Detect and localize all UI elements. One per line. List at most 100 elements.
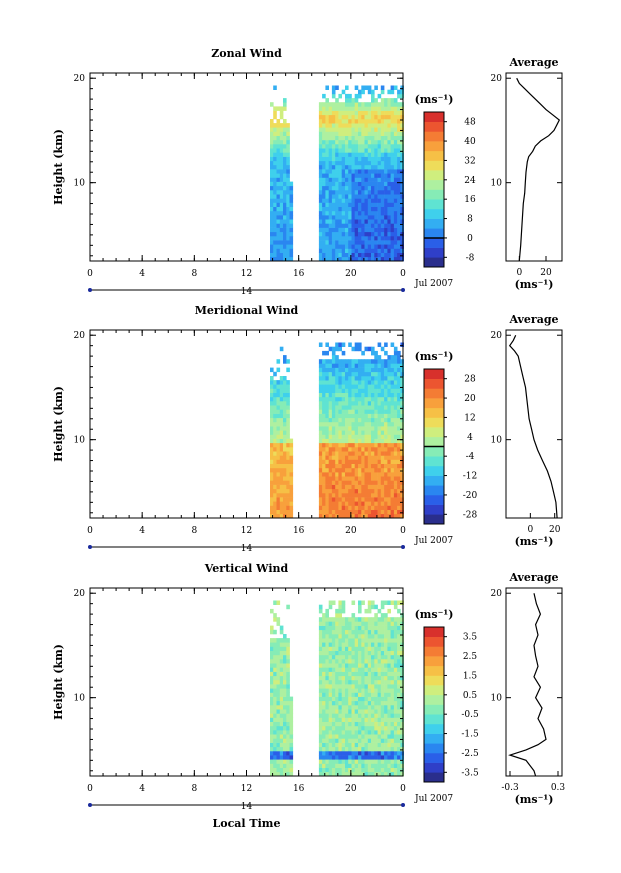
heatmap-cell xyxy=(318,426,323,431)
heatmap-cell xyxy=(318,135,323,141)
colorbar-band xyxy=(424,675,444,686)
heatmap-cell xyxy=(338,169,342,174)
heatmap-cell xyxy=(335,405,339,410)
heatmap-cell xyxy=(393,152,398,157)
heatmap-cell xyxy=(377,492,382,498)
heatmap-cell xyxy=(331,135,336,141)
heatmap-cell xyxy=(276,484,281,490)
heatmap-cell xyxy=(364,646,369,651)
heatmap-cell xyxy=(397,709,401,714)
heatmap-cell xyxy=(322,497,326,502)
heatmap-cell xyxy=(354,231,359,237)
heatmap-cell xyxy=(283,497,287,502)
heatmap-cell xyxy=(279,396,284,402)
heatmap-cell xyxy=(377,434,382,439)
heatmap-cell xyxy=(387,467,391,473)
heatmap-cell xyxy=(361,692,365,697)
heatmap-cell xyxy=(338,476,342,481)
heatmap-cell xyxy=(371,467,375,473)
heatmap-cell xyxy=(283,202,287,207)
heatmap-cell xyxy=(371,363,375,368)
heatmap-cell xyxy=(358,401,362,406)
heatmap-cell xyxy=(338,734,342,739)
heatmap-cell xyxy=(322,421,326,427)
heatmap-cell xyxy=(380,102,385,107)
heatmap-cell xyxy=(384,771,388,777)
heatmap-cell xyxy=(322,746,326,752)
heatmap-cell xyxy=(279,459,284,464)
heatmap-cell xyxy=(286,480,290,485)
heatmap-cell xyxy=(345,755,349,760)
heatmap-cell xyxy=(374,376,378,381)
heatmap-cell xyxy=(331,709,336,714)
heatmap-cell xyxy=(367,467,372,473)
heatmap-cell xyxy=(331,350,336,356)
heatmap-cell xyxy=(338,484,342,490)
heatmap-cell xyxy=(393,160,398,166)
heatmap-cell xyxy=(338,455,342,460)
heatmap-cell xyxy=(328,409,333,414)
heatmap-cell xyxy=(270,659,274,664)
heatmap-cell xyxy=(358,240,362,245)
colorbar-band xyxy=(424,150,444,161)
heatmap-cell xyxy=(367,721,372,727)
heatmap-cell xyxy=(286,396,290,402)
heatmap-cell xyxy=(273,642,277,647)
heatmap-cell xyxy=(276,144,281,149)
heatmap-cell xyxy=(341,173,346,178)
heatmap-cell xyxy=(351,123,356,128)
heatmap-cell xyxy=(328,604,333,610)
heatmap-cell xyxy=(286,767,290,773)
heatmap-cell xyxy=(318,384,323,389)
heatmap-cell xyxy=(279,709,284,714)
heatmap-cell xyxy=(371,684,375,689)
heatmap-cell xyxy=(318,231,323,237)
heatmap-cell xyxy=(348,363,352,368)
heatmap-cell xyxy=(393,392,398,398)
heatmap-cell xyxy=(367,252,372,258)
heatmap-cell xyxy=(270,692,274,697)
heatmap-cell xyxy=(384,700,388,706)
heatmap-cell xyxy=(364,405,369,410)
heatmap-cell xyxy=(390,85,395,90)
heatmap-cell xyxy=(377,721,382,727)
heatmap-cell xyxy=(371,451,375,456)
heatmap-cell xyxy=(331,600,336,605)
heatmap-cell xyxy=(371,767,375,773)
heatmap-cell xyxy=(348,127,352,132)
heatmap-cell xyxy=(338,401,342,406)
heatmap-cell xyxy=(341,376,346,381)
heatmap-cell xyxy=(283,742,287,748)
heatmap-cell xyxy=(384,190,388,195)
heatmap-cell xyxy=(322,240,326,245)
heatmap-cell xyxy=(286,359,290,364)
heatmap-cell xyxy=(377,621,382,626)
heatmap-cell xyxy=(384,106,388,111)
heatmap-cell xyxy=(283,396,287,402)
heatmap-cell xyxy=(270,235,274,241)
heatmap-cell xyxy=(397,738,401,743)
heatmap-cell xyxy=(270,763,274,768)
heatmap-cell xyxy=(341,367,346,373)
heatmap-cell xyxy=(341,350,346,356)
heatmap-cell xyxy=(384,102,388,107)
heatmap-cell xyxy=(289,240,294,245)
heatmap-cell xyxy=(270,767,274,773)
heatmap-cell xyxy=(384,663,388,668)
heatmap-cell xyxy=(371,696,375,702)
average-x-tick-label: 20 xyxy=(540,268,552,278)
heatmap-cell xyxy=(390,235,395,241)
heatmap-cell xyxy=(325,750,329,756)
heatmap-cell xyxy=(283,223,287,228)
colorbar-tick-label: 48 xyxy=(464,118,476,128)
heatmap-cell xyxy=(328,231,333,237)
heatmap-cell xyxy=(390,717,395,722)
heatmap-cell xyxy=(345,123,349,128)
heatmap-cell xyxy=(331,725,336,731)
heatmap-cell xyxy=(331,240,336,245)
colorbar-tick-label: 12 xyxy=(464,413,475,423)
heatmap-cell xyxy=(390,688,395,693)
heatmap-cell xyxy=(331,198,336,203)
heatmap-cell xyxy=(338,709,342,714)
heatmap-cell xyxy=(380,638,385,643)
